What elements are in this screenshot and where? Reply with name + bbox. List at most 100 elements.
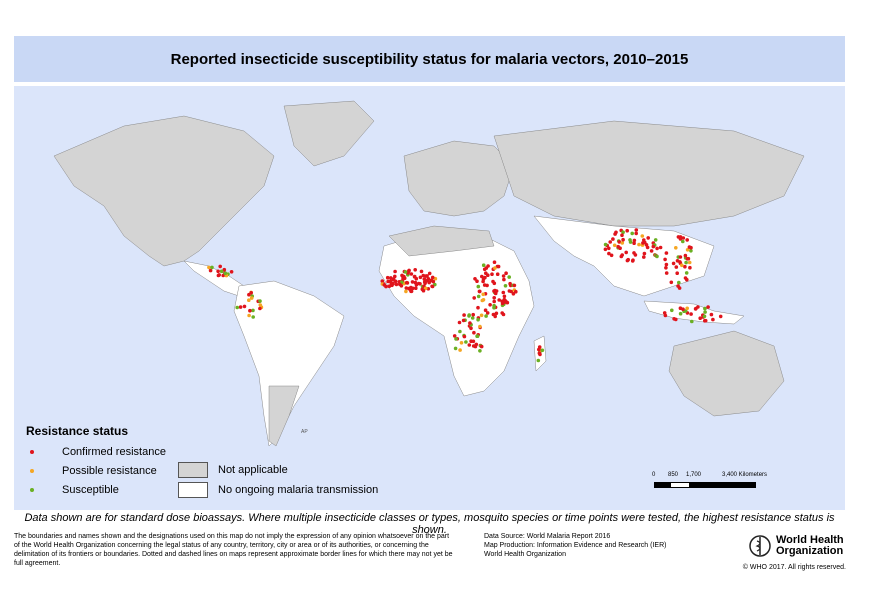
resistance-point <box>646 236 650 240</box>
legend-title: Resistance status <box>26 424 129 438</box>
resistance-point <box>403 270 408 274</box>
resistance-point <box>481 292 486 297</box>
resistance-point <box>483 275 487 280</box>
resistance-point <box>688 265 692 270</box>
world-map: AP <box>53 100 805 447</box>
resistance-point <box>612 243 617 248</box>
resistance-point <box>678 255 683 259</box>
resistance-point <box>467 343 472 347</box>
resistance-point <box>210 265 214 270</box>
resistance-point <box>494 311 499 316</box>
resistance-point <box>690 319 694 324</box>
who-logo: World Health Organization <box>748 531 848 561</box>
resistance-point <box>538 352 542 357</box>
greenland-landmass <box>283 100 375 167</box>
scale-bar-graphic <box>654 482 756 488</box>
resistance-point <box>462 313 466 317</box>
resistance-point <box>258 303 263 307</box>
resistance-point <box>680 263 684 268</box>
resistance-point <box>718 314 723 319</box>
legend: Resistance status Confirmed resistance P… <box>14 420 845 510</box>
resistance-point <box>492 299 497 304</box>
resistance-point <box>471 339 476 344</box>
resistance-point <box>458 329 462 334</box>
resistance-point <box>501 274 506 278</box>
resistance-point <box>634 228 639 232</box>
resistance-point <box>430 284 435 289</box>
central-america-landmass <box>183 260 245 297</box>
resistance-point <box>492 296 497 300</box>
resistance-point <box>485 311 490 315</box>
resistance-point <box>669 280 674 285</box>
legend-not-applicable-label: Not applicable <box>218 464 288 476</box>
resistance-point <box>637 242 641 247</box>
possible-dot-icon <box>30 469 34 473</box>
resistance-point <box>689 312 693 316</box>
resistance-point <box>675 271 679 275</box>
resistance-point <box>607 251 611 256</box>
resistance-point <box>482 267 487 272</box>
resistance-point <box>655 246 659 251</box>
resistance-point <box>685 238 689 242</box>
who-emblem-icon <box>749 535 771 557</box>
resistance-point <box>393 274 397 279</box>
resistance-point <box>430 275 435 280</box>
resistance-point <box>390 283 394 288</box>
resistance-point <box>655 254 659 259</box>
resistance-point <box>685 306 689 311</box>
resistance-point <box>495 272 500 276</box>
legend-confirmed-label: Confirmed resistance <box>62 446 166 458</box>
resistance-point <box>229 270 234 274</box>
resistance-point <box>634 231 638 236</box>
resistance-point <box>207 265 211 270</box>
resistance-point <box>409 272 414 276</box>
resistance-point <box>675 259 680 263</box>
resistance-point <box>469 326 473 331</box>
resistance-point <box>470 316 475 320</box>
disclaimer: The boundaries and names shown and the d… <box>14 533 453 567</box>
resistance-point <box>502 294 507 299</box>
resistance-point <box>402 274 406 279</box>
resistance-point <box>475 279 479 283</box>
indonesia-islands <box>643 300 745 325</box>
legend-possible: Possible resistance <box>30 465 157 477</box>
resistance-point <box>249 296 254 300</box>
resistance-point <box>475 334 480 338</box>
legend-possible-label: Possible resistance <box>62 465 157 477</box>
resistance-point <box>492 305 496 310</box>
who-name-line-1: World Health <box>776 534 844 546</box>
resistance-point <box>247 292 251 297</box>
resistance-point <box>493 314 498 319</box>
resistance-point <box>433 276 438 281</box>
resistance-point <box>223 271 228 276</box>
resistance-point <box>418 282 422 286</box>
resistance-point <box>418 275 423 280</box>
resistance-point <box>457 320 462 325</box>
resistance-point <box>404 289 408 294</box>
resistance-point <box>685 248 690 252</box>
resistance-point <box>242 304 247 309</box>
resistance-point <box>632 251 636 255</box>
resistance-point <box>677 280 681 285</box>
resistance-point <box>645 245 650 250</box>
resistance-point <box>653 238 658 242</box>
resistance-point <box>453 346 458 351</box>
resistance-point <box>640 234 645 238</box>
resistance-point <box>384 284 388 289</box>
resistance-point <box>611 237 615 241</box>
resistance-point <box>478 324 482 329</box>
resistance-point <box>505 300 509 305</box>
resistance-point <box>674 317 678 322</box>
scale-tick-0: 0 <box>652 472 656 478</box>
resistance-point <box>471 312 476 317</box>
resistance-point <box>492 260 497 264</box>
resistance-point <box>410 280 415 284</box>
resistance-point <box>681 307 685 311</box>
resistance-point <box>626 257 630 262</box>
resistance-point <box>394 282 399 287</box>
resistance-point <box>694 306 698 311</box>
resistance-point <box>674 246 678 250</box>
resistance-point <box>427 271 432 276</box>
resistance-point <box>687 260 692 265</box>
antarctica-label: AP <box>301 429 308 435</box>
